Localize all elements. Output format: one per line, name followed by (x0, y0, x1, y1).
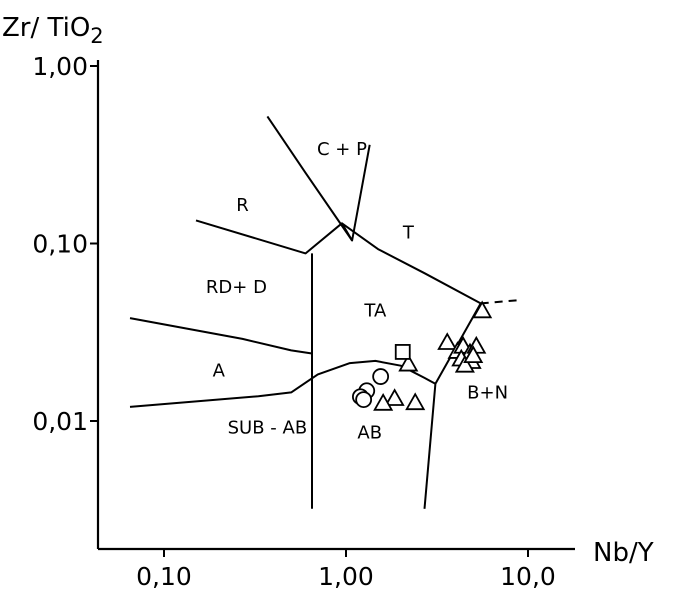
y-axis-label-main: Zr/ TiO (2, 13, 90, 43)
field-label: RD+ D (206, 277, 267, 298)
triangle-point (384, 388, 405, 406)
field-label: C + P (317, 139, 367, 160)
field-boundary-line (423, 302, 482, 509)
field-labels: C + P R T RD+ D TA A B+N SUB - AB AB (206, 139, 508, 443)
triangle-point (373, 392, 394, 411)
field-boundary-line (266, 115, 353, 242)
y-tick-label: 0,01 (32, 407, 88, 436)
field-boundary-dashed (480, 299, 520, 305)
data-points (352, 300, 493, 411)
field-label: TA (363, 300, 387, 321)
x-tick-label: 10,0 (500, 562, 556, 591)
x-tick-label: 0,10 (136, 562, 192, 591)
axes: 0,01 0,10 1,00 0,10 1,00 10,0 (32, 52, 575, 591)
triangle-point (472, 300, 493, 319)
field-boundary-line (195, 144, 371, 255)
field-boundary-line (129, 317, 313, 355)
field-label: SUB - AB (228, 417, 308, 438)
triangle-point (398, 353, 419, 372)
square-point (394, 344, 411, 360)
field-label: T (402, 223, 415, 244)
y-tick-label: 0,10 (32, 230, 88, 259)
circle-point (372, 368, 390, 385)
field-label: AB (357, 423, 382, 444)
triangle-point (437, 332, 458, 350)
triangle-point (454, 354, 475, 373)
field-boundary-line (129, 359, 436, 408)
circle-point (355, 391, 373, 408)
x-ticks: 0,10 1,00 10,0 (136, 549, 556, 591)
field-boundary-line (341, 222, 482, 305)
y-tick-label: 1,00 (32, 52, 88, 81)
field-label: A (213, 360, 226, 381)
field-label: B+N (467, 382, 508, 403)
y-ticks: 0,01 0,10 1,00 (32, 52, 98, 436)
y-axis-label-subscript: 2 (90, 24, 103, 48)
triangle-point (463, 345, 484, 364)
y-axis-label: Zr/ TiO2 (2, 13, 104, 48)
triangle-point (405, 392, 426, 411)
x-tick-label: 1,00 (318, 562, 374, 591)
field-boundaries (129, 115, 520, 509)
field-label: R (236, 195, 249, 216)
x-axis-label: Nb/Y (593, 538, 654, 568)
